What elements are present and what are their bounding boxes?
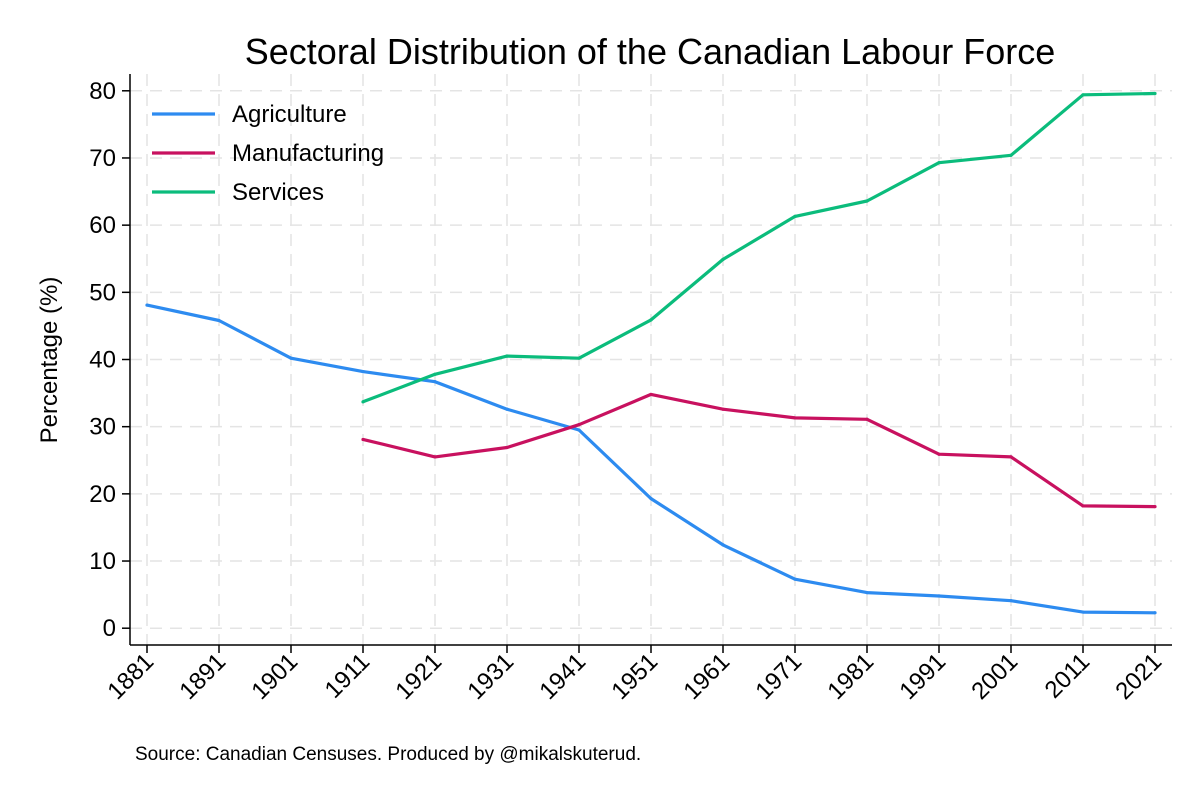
x-tick-label: 1971 — [750, 648, 807, 705]
data-point-agriculture — [1153, 611, 1157, 615]
data-point-services — [577, 356, 581, 360]
data-point-manufacturing — [1009, 455, 1013, 459]
data-point-services — [793, 214, 797, 219]
y-tick-label: 80 — [89, 78, 116, 105]
data-point-services — [865, 199, 869, 203]
data-point-agriculture — [649, 496, 653, 501]
data-point-manufacturing — [1081, 504, 1085, 508]
y-tick-label: 30 — [89, 414, 116, 441]
x-tick-label: 1911 — [320, 648, 376, 704]
series-line-manufacturing — [362, 392, 1156, 509]
data-point-manufacturing — [505, 445, 509, 450]
x-tick-label: 1931 — [462, 648, 519, 705]
data-point-agriculture — [865, 591, 869, 595]
data-point-services — [1153, 91, 1157, 96]
y-tick-label: 0 — [103, 615, 116, 642]
data-point-services — [505, 354, 509, 358]
data-point-agriculture — [793, 577, 797, 581]
data-point-manufacturing — [865, 417, 869, 421]
chart-title: Sectoral Distribution of the Canadian La… — [245, 31, 1055, 72]
data-point-manufacturing — [1153, 505, 1157, 509]
x-tick-label: 2011 — [1040, 648, 1096, 704]
legend-label-services: Services — [232, 179, 324, 206]
data-point-manufacturing — [433, 455, 437, 459]
data-point-agriculture — [433, 380, 437, 384]
data-point-services — [433, 372, 437, 376]
data-point-services — [361, 400, 365, 404]
data-point-manufacturing — [649, 392, 653, 397]
x-tick-label: 2001 — [966, 648, 1023, 705]
y-tick-label: 10 — [89, 548, 116, 575]
data-point-manufacturing — [361, 437, 365, 442]
data-point-agriculture — [361, 369, 365, 374]
data-point-agriculture — [1081, 610, 1085, 614]
y-tick-label: 60 — [89, 212, 116, 239]
data-point-services — [937, 161, 941, 165]
legend-label-agriculture: Agriculture — [232, 101, 347, 128]
data-point-agriculture — [1009, 599, 1013, 603]
x-tick-label: 1941 — [534, 648, 591, 705]
y-tick-label: 40 — [89, 347, 116, 374]
data-point-agriculture — [217, 318, 221, 323]
legend-label-manufacturing: Manufacturing — [232, 140, 384, 167]
data-point-services — [1009, 153, 1013, 157]
x-tick-label: 2021 — [1110, 648, 1167, 705]
x-tick-label: 1881 — [102, 648, 159, 705]
data-point-agriculture — [577, 428, 581, 432]
data-point-manufacturing — [937, 452, 941, 456]
y-tick-label: 20 — [89, 481, 116, 508]
ticks: 0 10 20 30 40 50 60 70 80 1881 1891 1901 1911 1921 193… — [89, 78, 1167, 705]
x-tick-label: 1951 — [606, 648, 663, 705]
x-tick-label: 1991 — [894, 648, 951, 705]
data-point-services — [721, 257, 725, 262]
y-axis-label: Percentage (%) — [36, 277, 63, 444]
data-point-services — [649, 318, 653, 322]
data-point-manufacturing — [577, 423, 581, 427]
x-tick-label: 1901 — [246, 648, 303, 705]
data-point-agriculture — [937, 594, 941, 598]
data-point-manufacturing — [721, 407, 725, 411]
data-point-agriculture — [505, 407, 509, 411]
data-point-agriculture — [289, 356, 293, 360]
data-point-agriculture — [721, 543, 725, 547]
x-tick-label: 1891 — [174, 648, 231, 705]
x-tick-label: 1961 — [678, 648, 735, 705]
data-point-services — [1081, 93, 1085, 97]
x-tick-label: 1921 — [390, 648, 447, 705]
y-tick-label: 50 — [89, 279, 116, 306]
series-lines — [145, 91, 1157, 615]
legend: Agriculture Manufacturing Services — [152, 101, 384, 206]
source-note: Source: Canadian Censuses. Produced by @… — [135, 744, 642, 765]
data-point-manufacturing — [793, 416, 797, 420]
y-tick-label: 70 — [89, 145, 116, 172]
data-point-agriculture — [145, 303, 149, 307]
series-line-services — [362, 91, 1156, 404]
x-tick-label: 1981 — [822, 648, 879, 705]
